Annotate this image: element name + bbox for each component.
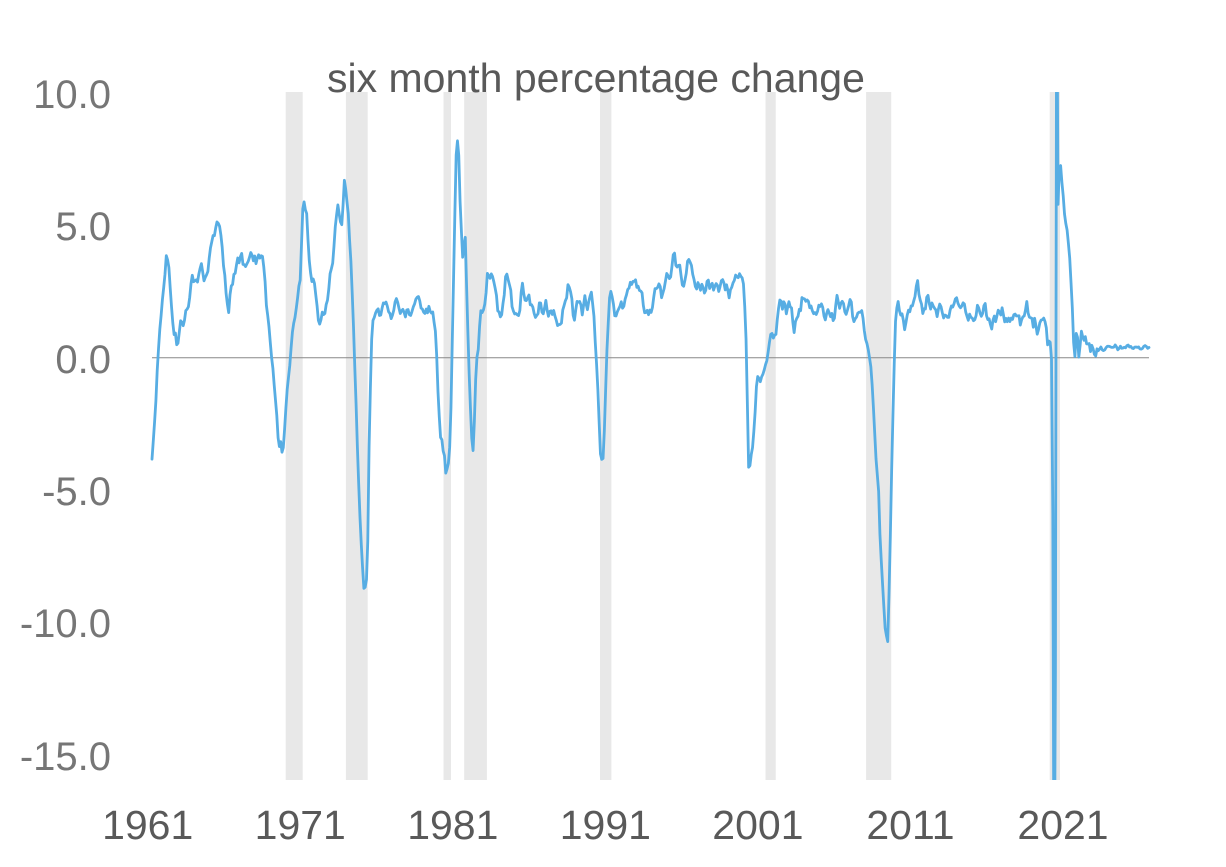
svg-text:-5.0: -5.0 [42,470,111,514]
svg-text:1971: 1971 [255,802,346,848]
svg-text:1991: 1991 [560,802,651,848]
svg-text:2021: 2021 [1017,802,1108,848]
svg-text:5.0: 5.0 [55,205,111,249]
svg-text:-10.0: -10.0 [20,602,111,646]
svg-text:1981: 1981 [407,802,498,848]
svg-text:2001: 2001 [712,802,803,848]
svg-text:six month percentage change: six month percentage change [327,55,865,101]
svg-text:1961: 1961 [102,802,193,848]
svg-text:0.0: 0.0 [55,338,111,382]
svg-text:2011: 2011 [866,802,954,848]
svg-text:-15.0: -15.0 [20,735,111,779]
svg-text:10.0: 10.0 [33,73,111,117]
